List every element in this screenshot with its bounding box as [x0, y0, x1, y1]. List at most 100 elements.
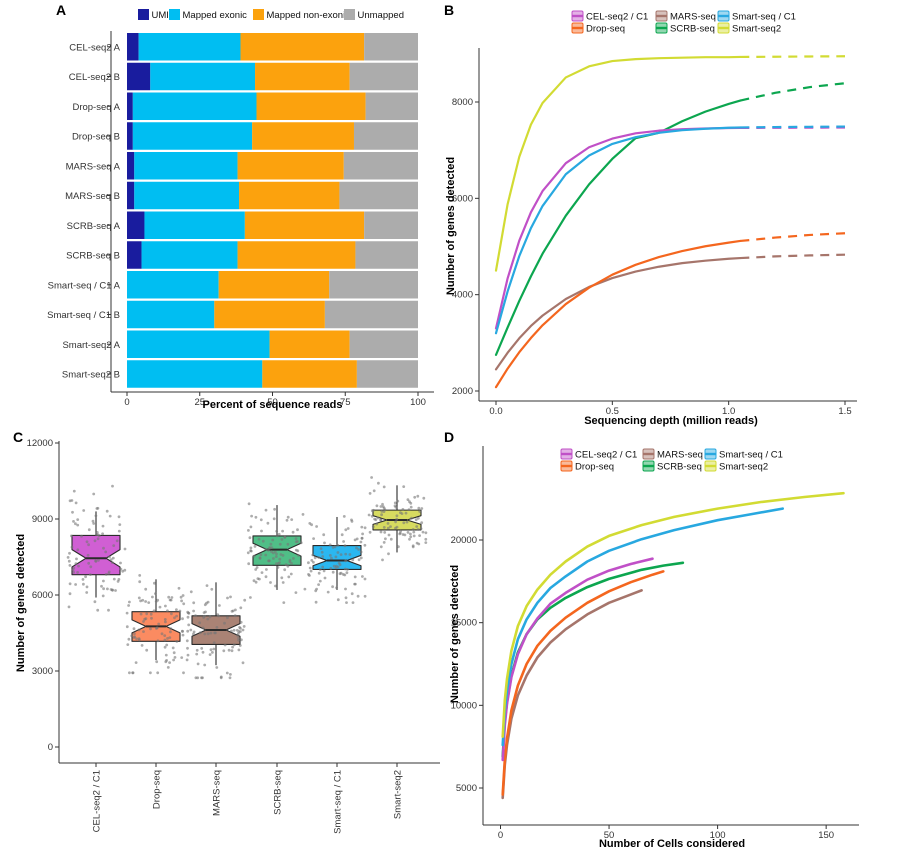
x-tick-label: 0.5 [606, 406, 619, 417]
series-line-solid [494, 256, 742, 371]
jitter-dot [253, 545, 257, 548]
jitter-dot [275, 562, 278, 566]
jitter-dot [229, 673, 232, 676]
panel-c: 0 3000 6000 9000 12000 CEL-seq2 / C1 Drop-seq M… [27, 438, 440, 834]
jitter-dot [372, 508, 375, 512]
jitter-dot [66, 556, 70, 559]
jitter-dot [166, 666, 170, 669]
jitter-dot [269, 542, 273, 546]
jitter-dot [280, 538, 284, 541]
legend-item: Smart-seq2 [704, 460, 768, 473]
jitter-dot [82, 509, 86, 512]
jitter-dot [361, 532, 364, 536]
y-tick-label: 2000 [452, 386, 473, 397]
jitter-points [307, 515, 367, 604]
jitter-dot [299, 541, 303, 545]
legend-label: SCRB-seq [657, 462, 702, 473]
bar-category-label: Smart-seq2 A [62, 340, 120, 351]
jitter-dot [303, 587, 307, 591]
jitter-dot [232, 628, 236, 632]
panel-a-letter: A [56, 2, 67, 18]
jitter-dot [68, 582, 72, 586]
jitter-dot [409, 505, 413, 509]
legend-item: Mapped non-exonic [253, 9, 350, 21]
jitter-dot [422, 496, 426, 500]
jitter-dot [108, 555, 111, 559]
jitter-dot [203, 632, 207, 636]
jitter-dot [249, 546, 253, 550]
jitter-dot [260, 571, 264, 574]
jitter-dot [317, 583, 320, 586]
jitter-dot [294, 537, 298, 540]
bar-segment [239, 181, 340, 210]
jitter-dot [414, 518, 418, 522]
jitter-dot [102, 546, 105, 550]
bar-segment [127, 360, 263, 388]
jitter-dot [96, 537, 100, 541]
jitter-dot [228, 676, 232, 680]
legend-label: Smart-seq / C1 [719, 450, 783, 461]
jitter-dot [403, 533, 407, 537]
jitter-dot [201, 650, 205, 654]
jitter-dot [308, 522, 312, 525]
jitter-dot [336, 598, 340, 602]
series-line [501, 570, 665, 796]
jitter-dot [153, 581, 156, 585]
jitter-dot [187, 611, 191, 615]
jitter-dot [135, 637, 138, 641]
jitter-dot [168, 636, 172, 639]
jitter-dot [248, 536, 252, 540]
bar-category-label: CEL-seq2 B [69, 72, 120, 83]
jitter-dot [196, 676, 200, 680]
jitter-dot [173, 616, 176, 620]
jitter-dot [363, 543, 367, 547]
jitter-dot [127, 604, 130, 607]
bar-category-label: CEL-seq2 A [69, 42, 120, 53]
series-line-solid [494, 55, 742, 272]
jitter-dot [386, 522, 390, 525]
jitter-dot [70, 545, 74, 549]
jitter-dot [247, 562, 251, 566]
jitter-dot [177, 586, 181, 590]
jitter-dot [312, 537, 315, 540]
jitter-dot [86, 553, 90, 557]
jitter-dot [406, 498, 410, 501]
jitter-dot [195, 648, 199, 652]
x-category-label: MARS-seq [212, 770, 223, 816]
x-category-label: Smart-seq / C1 [333, 770, 344, 834]
bar-segment [127, 152, 135, 180]
jitter-dot [82, 582, 85, 586]
jitter-dot [351, 601, 355, 604]
y-tick-label: 3000 [32, 666, 53, 677]
legend-label: Smart-seq / C1 [732, 12, 796, 23]
jitter-dot [195, 652, 199, 656]
jitter-dot [379, 530, 383, 534]
jitter-dot [111, 484, 114, 488]
jitter-dot [70, 534, 73, 538]
jitter-dot [171, 646, 175, 650]
jitter-dot [237, 648, 241, 652]
legend-item: CEL-seq2 / C1 [571, 10, 648, 23]
jitter-dot [102, 587, 105, 591]
jitter-dot [93, 539, 97, 543]
jitter-dot [164, 620, 167, 624]
legend-key [138, 9, 149, 20]
jitter-dot [317, 556, 321, 559]
jitter-dot [345, 601, 348, 604]
bar-category-label: Drop-seq B [72, 132, 120, 143]
legend-key [253, 9, 264, 20]
jitter-dot [201, 626, 205, 630]
jitter-dot [408, 537, 411, 541]
legend-item: Smart-seq2 [717, 22, 781, 35]
panel-a-x-axis-title: Percent of sequence reads [202, 399, 343, 411]
jitter-dot [156, 671, 160, 675]
jitter-dot [147, 601, 151, 604]
jitter-dot [230, 649, 234, 653]
y-tick-label: 8000 [452, 97, 473, 108]
bar-segment [132, 92, 257, 120]
jitter-dot [286, 542, 290, 546]
jitter-dot [203, 663, 207, 667]
legend-label: Smart-seq2 [719, 462, 768, 473]
jitter-dot [68, 499, 72, 503]
jitter-dot [160, 632, 164, 636]
